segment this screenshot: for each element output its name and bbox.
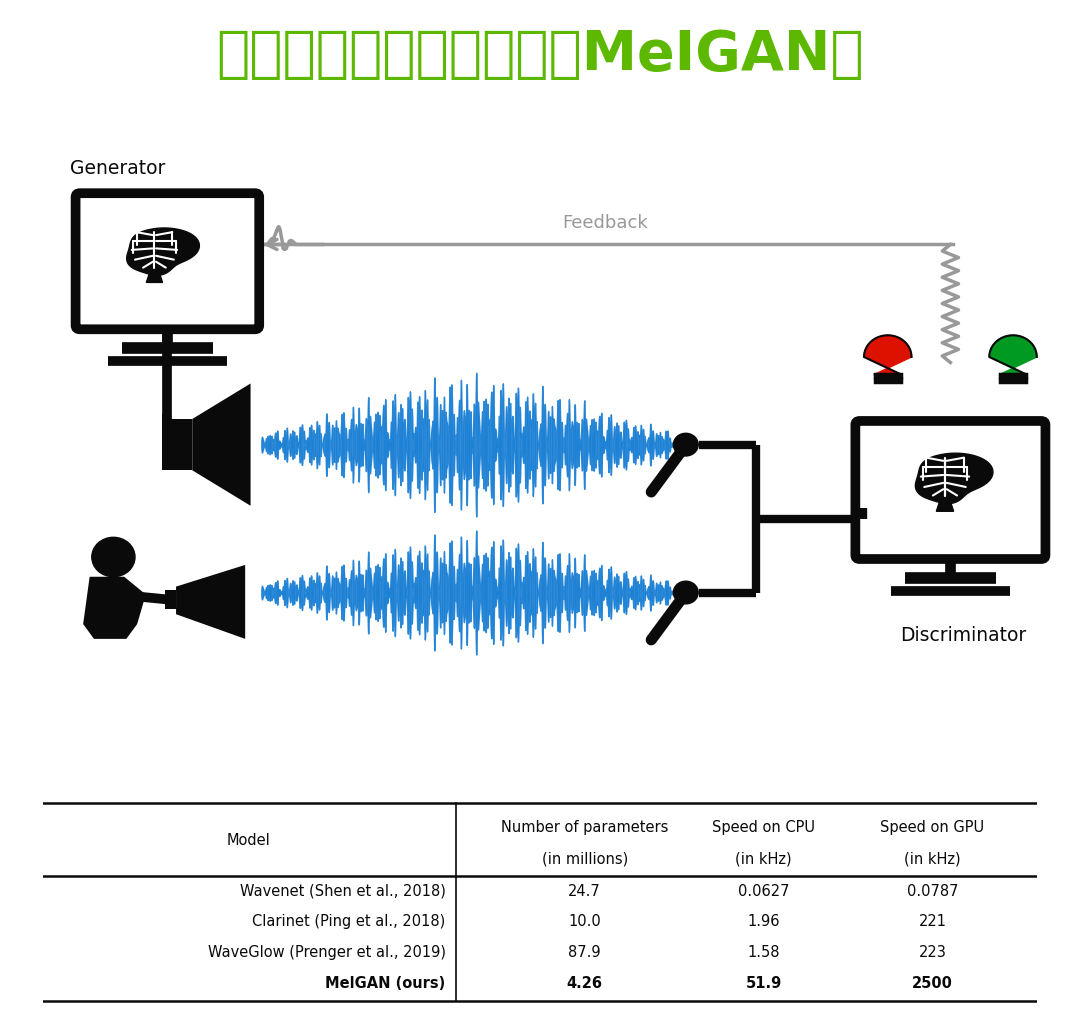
Bar xyxy=(165,590,176,609)
Text: MelGAN (ours): MelGAN (ours) xyxy=(325,975,446,991)
Text: 1.96: 1.96 xyxy=(747,915,780,930)
Text: WaveGlow (Prenger et al., 2019): WaveGlow (Prenger et al., 2019) xyxy=(207,945,446,960)
Polygon shape xyxy=(936,500,954,512)
Text: 24.7: 24.7 xyxy=(568,884,602,898)
Text: Speed on CPU: Speed on CPU xyxy=(712,820,815,835)
Circle shape xyxy=(92,537,135,577)
Text: Model: Model xyxy=(227,833,271,848)
Polygon shape xyxy=(83,577,146,638)
Circle shape xyxy=(674,433,698,456)
Text: 4.26: 4.26 xyxy=(567,975,603,991)
Polygon shape xyxy=(176,565,245,638)
Polygon shape xyxy=(864,335,912,375)
Text: 10.0: 10.0 xyxy=(568,915,602,930)
Text: Clarinet (Ping et al., 2018): Clarinet (Ping et al., 2018) xyxy=(253,915,446,930)
Text: Generator: Generator xyxy=(70,159,165,179)
Polygon shape xyxy=(126,228,200,275)
Text: (in millions): (in millions) xyxy=(541,852,627,867)
Text: (in kHz): (in kHz) xyxy=(735,852,792,867)
Polygon shape xyxy=(147,273,163,282)
Text: 0.0787: 0.0787 xyxy=(907,884,958,898)
Text: Discriminator: Discriminator xyxy=(901,626,1026,646)
Polygon shape xyxy=(989,335,1037,375)
Bar xyxy=(162,419,192,470)
Text: (in kHz): (in kHz) xyxy=(904,852,961,867)
Text: 223: 223 xyxy=(918,945,946,960)
FancyBboxPatch shape xyxy=(855,421,1045,559)
Text: 87.9: 87.9 xyxy=(568,945,602,960)
Text: Feedback: Feedback xyxy=(562,213,648,231)
Polygon shape xyxy=(192,384,251,505)
Polygon shape xyxy=(916,453,993,503)
Text: Number of parameters: Number of parameters xyxy=(501,820,669,835)
Text: 2500: 2500 xyxy=(912,975,953,991)
Text: 语音合成深度学习模型（MeIGAN）: 语音合成深度学习模型（MeIGAN） xyxy=(216,28,864,82)
FancyBboxPatch shape xyxy=(76,193,259,329)
Text: 221: 221 xyxy=(918,915,946,930)
Circle shape xyxy=(674,582,698,604)
Text: 51.9: 51.9 xyxy=(745,975,782,991)
Text: 1.58: 1.58 xyxy=(747,945,780,960)
Text: Speed on GPU: Speed on GPU xyxy=(880,820,985,835)
Text: 0.0627: 0.0627 xyxy=(738,884,789,898)
Text: Wavenet (Shen et al., 2018): Wavenet (Shen et al., 2018) xyxy=(240,884,446,898)
